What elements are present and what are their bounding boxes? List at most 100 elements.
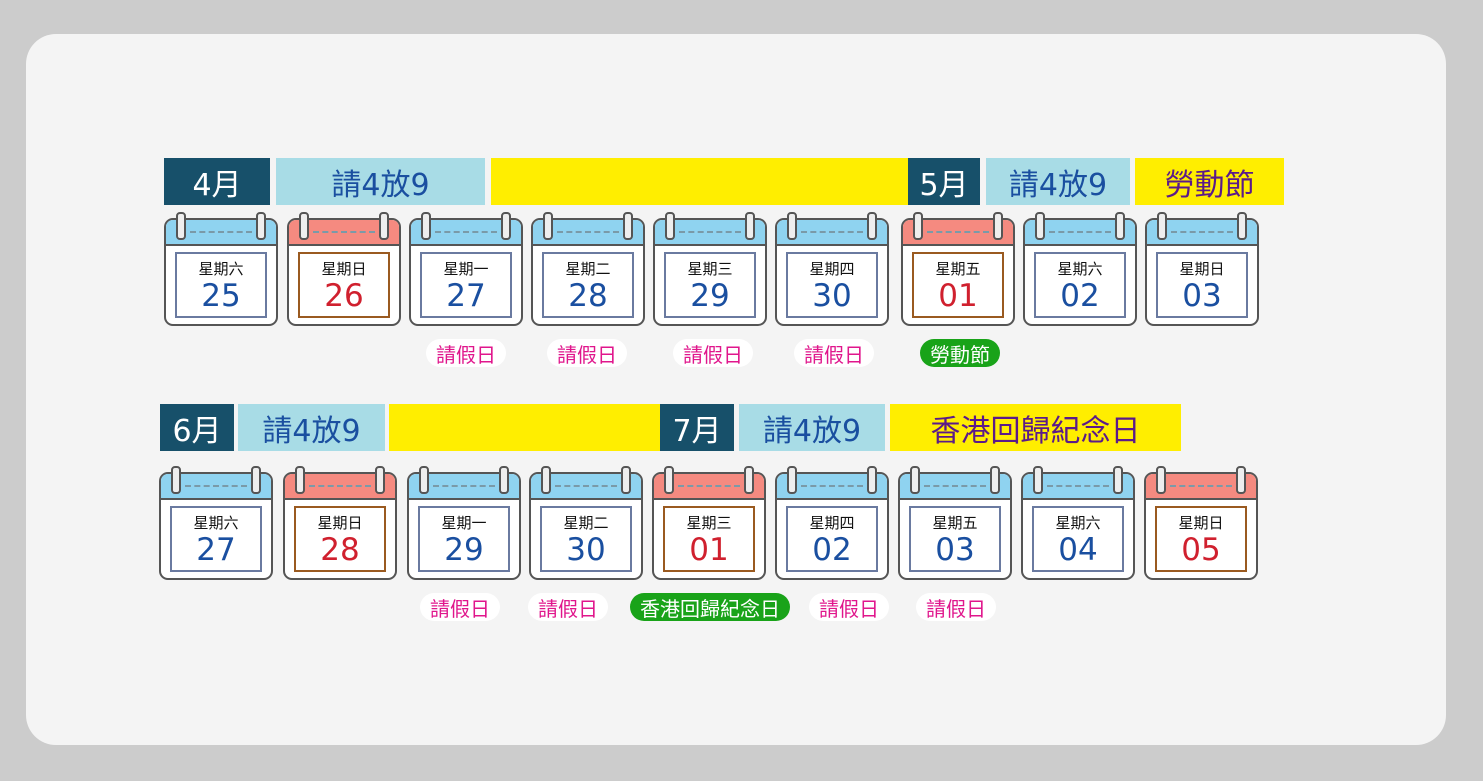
date-box: 星期六 04 [1032,506,1124,572]
binder-ring-icon [1115,212,1125,240]
date-box: 星期日 26 [298,252,390,318]
date-number: 03 [1182,278,1222,314]
date-box: 星期二 30 [540,506,632,572]
binder-ring-icon [990,466,1000,494]
binder-ring-icon [295,466,305,494]
binder-ring-icon [1156,466,1166,494]
binder-ring-icon [867,466,877,494]
binder-ring-icon [421,212,431,240]
binder-ring-icon [1033,466,1043,494]
weekday-label: 星期一 [441,514,487,532]
date-number: 03 [935,532,975,568]
date-number: 30 [812,278,852,314]
weekday-label: 星期六 [1057,260,1103,278]
binder-ring-icon [787,466,797,494]
highlight-header [389,404,660,451]
calendar-day-card: 星期六 25 [164,212,278,326]
dashed-line [309,485,371,487]
dashed-line [185,485,247,487]
binder-ring-icon [251,466,261,494]
calendar-day-card: 星期六 04 [1021,466,1135,580]
dashed-line [801,485,863,487]
plan-header: 請4放9 [276,158,485,205]
month-header: 4月 [164,158,270,205]
background-panel [26,34,1446,745]
calendar-day-card: 星期日 03 [1145,212,1259,326]
dashed-line [927,231,989,233]
date-number: 02 [1060,278,1100,314]
binder-ring-icon [1157,212,1167,240]
dashed-line [1047,485,1109,487]
calendar-day-card: 星期四 30 [775,212,889,326]
calendar-day-card: 星期三 01 [652,466,766,580]
calendar-day-card: 星期六 27 [159,466,273,580]
binder-ring-icon [379,212,389,240]
dashed-line [678,485,740,487]
binder-ring-icon [256,212,266,240]
date-box: 星期五 01 [912,252,1004,318]
weekday-label: 星期三 [687,260,733,278]
binder-ring-icon [867,212,877,240]
weekday-label: 星期四 [809,260,855,278]
calendar-day-card: 星期日 28 [283,466,397,580]
dashed-line [435,231,497,233]
date-number: 29 [690,278,730,314]
date-box: 星期日 28 [294,506,386,572]
binder-ring-icon [621,466,631,494]
date-number: 25 [201,278,241,314]
dashed-line [679,231,741,233]
weekday-label: 星期日 [1178,514,1224,532]
binder-ring-icon [665,212,675,240]
date-box: 星期四 30 [786,252,878,318]
weekday-label: 星期二 [565,260,611,278]
binder-ring-icon [1237,212,1247,240]
binder-ring-icon [787,212,797,240]
weekday-label: 星期一 [443,260,489,278]
binder-ring-icon [993,212,1003,240]
calendar-day-card: 星期日 26 [287,212,401,326]
dashed-line [1170,485,1232,487]
binder-ring-icon [375,466,385,494]
weekday-label: 星期三 [686,514,732,532]
binder-ring-icon [1035,212,1045,240]
date-number: 26 [324,278,364,314]
plan-header: 請4放9 [238,404,385,451]
dashed-line [190,231,252,233]
date-box: 星期四 02 [786,506,878,572]
date-number: 02 [812,532,852,568]
date-box: 星期一 27 [420,252,512,318]
binder-ring-icon [299,212,309,240]
date-box: 星期六 25 [175,252,267,318]
date-number: 05 [1181,532,1221,568]
weekday-label: 星期六 [1055,514,1101,532]
binder-ring-icon [1113,466,1123,494]
binder-ring-icon [501,212,511,240]
weekday-label: 星期四 [809,514,855,532]
holiday-badge: 香港回歸紀念日 [630,593,790,621]
leave-day-badge: 請假日 [420,593,500,621]
leave-day-badge: 請假日 [673,339,753,367]
date-number: 28 [568,278,608,314]
dashed-line [557,231,619,233]
binder-ring-icon [176,212,186,240]
binder-ring-icon [419,466,429,494]
binder-ring-icon [1236,466,1246,494]
binder-ring-icon [744,466,754,494]
date-box: 星期六 02 [1034,252,1126,318]
weekday-label: 星期六 [198,260,244,278]
date-number: 27 [196,532,236,568]
leave-day-badge: 請假日 [794,339,874,367]
calendar-day-card: 星期二 30 [529,466,643,580]
weekday-label: 星期日 [321,260,367,278]
date-number: 01 [689,532,729,568]
date-number: 29 [444,532,484,568]
calendar-day-card: 星期一 27 [409,212,523,326]
binder-ring-icon [913,212,923,240]
calendar-day-card: 星期一 29 [407,466,521,580]
plan-header: 請4放9 [739,404,885,451]
leave-day-badge: 請假日 [426,339,506,367]
calendar-day-card: 星期二 28 [531,212,645,326]
calendar-day-card: 星期三 29 [653,212,767,326]
date-number: 30 [566,532,606,568]
date-box: 星期二 28 [542,252,634,318]
